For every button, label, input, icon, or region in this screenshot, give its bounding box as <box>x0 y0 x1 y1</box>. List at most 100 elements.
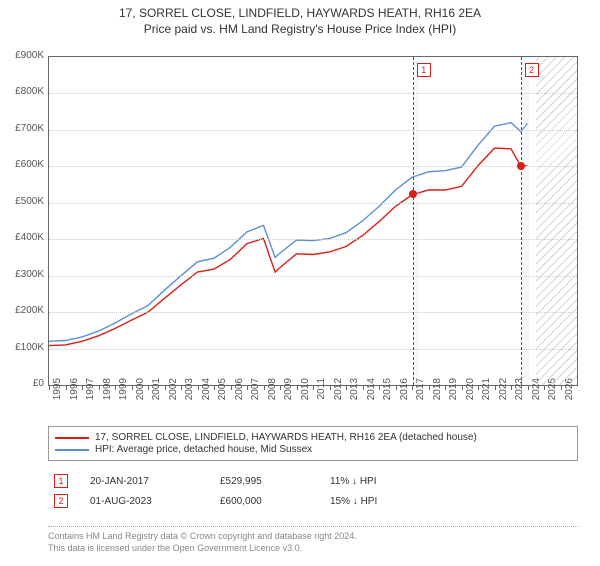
event-box: 1 <box>54 474 68 488</box>
xtick <box>346 385 347 390</box>
marker-box: 1 <box>417 63 431 77</box>
xtick <box>297 385 298 390</box>
xtick-label: 2022 <box>498 378 509 408</box>
xtick <box>313 385 314 390</box>
attribution-line1: Contains HM Land Registry data © Crown c… <box>48 531 578 543</box>
legend-label: 17, SORREL CLOSE, LINDFIELD, HAYWARDS HE… <box>95 432 477 443</box>
xtick <box>198 385 199 390</box>
attribution-line2: This data is licensed under the Open Gov… <box>48 543 578 555</box>
xtick-label: 1997 <box>85 378 96 408</box>
ytick-label: £200K <box>0 305 44 316</box>
xtick <box>280 385 281 390</box>
xtick <box>132 385 133 390</box>
gridline <box>49 349 577 350</box>
ytick-label: £700K <box>0 123 44 134</box>
ytick-label: £300K <box>0 269 44 280</box>
chart-container: 17, SORREL CLOSE, LINDFIELD, HAYWARDS HE… <box>0 6 600 566</box>
xtick <box>511 385 512 390</box>
xtick-label: 2019 <box>448 378 459 408</box>
legend-label: HPI: Average price, detached house, Mid … <box>95 444 312 455</box>
event-delta: 15% ↓ HPI <box>324 491 578 511</box>
xtick-label: 2001 <box>151 378 162 408</box>
xtick <box>528 385 529 390</box>
gridline <box>49 166 577 167</box>
event-box: 2 <box>54 494 68 508</box>
legend-row: 17, SORREL CLOSE, LINDFIELD, HAYWARDS HE… <box>55 432 571 443</box>
xtick <box>478 385 479 390</box>
xtick <box>379 385 380 390</box>
gridline <box>49 239 577 240</box>
xtick <box>412 385 413 390</box>
marker-line <box>521 57 522 385</box>
ytick-label: £0 <box>0 378 44 389</box>
xtick-label: 2002 <box>168 378 179 408</box>
xtick <box>49 385 50 390</box>
xtick <box>66 385 67 390</box>
xtick-label: 2007 <box>250 378 261 408</box>
xtick-label: 2003 <box>184 378 195 408</box>
xtick <box>495 385 496 390</box>
xtick <box>165 385 166 390</box>
xtick <box>148 385 149 390</box>
series-svg <box>49 57 577 385</box>
gridline <box>49 276 577 277</box>
series-hpi <box>49 123 528 342</box>
marker-line <box>413 57 414 385</box>
xtick <box>561 385 562 390</box>
xtick <box>181 385 182 390</box>
legend-row: HPI: Average price, detached house, Mid … <box>55 444 571 455</box>
xtick-label: 2008 <box>267 378 278 408</box>
ytick-label: £800K <box>0 86 44 97</box>
xtick-label: 2018 <box>432 378 443 408</box>
xtick <box>462 385 463 390</box>
event-row: 2 01-AUG-2023£600,00015% ↓ HPI <box>48 491 578 511</box>
ytick-label: £500K <box>0 196 44 207</box>
marker-band <box>521 57 530 385</box>
xtick <box>396 385 397 390</box>
xtick-label: 2013 <box>349 378 360 408</box>
xtick <box>429 385 430 390</box>
xtick-label: 2005 <box>217 378 228 408</box>
chart-title: 17, SORREL CLOSE, LINDFIELD, HAYWARDS HE… <box>0 6 600 20</box>
xtick <box>330 385 331 390</box>
gridline <box>49 312 577 313</box>
xtick-label: 2009 <box>283 378 294 408</box>
xtick-label: 2012 <box>333 378 344 408</box>
xtick <box>115 385 116 390</box>
xtick-label: 1999 <box>118 378 129 408</box>
gridline <box>49 203 577 204</box>
xtick-label: 2014 <box>366 378 377 408</box>
ytick-label: £900K <box>0 50 44 61</box>
xtick <box>544 385 545 390</box>
events-rows: 1 20-JAN-2017£529,99511% ↓ HPI 2 01-AUG-202… <box>48 471 578 511</box>
gridline <box>49 93 577 94</box>
xtick <box>214 385 215 390</box>
xtick <box>445 385 446 390</box>
xtick-label: 2015 <box>382 378 393 408</box>
xtick-label: 2000 <box>135 378 146 408</box>
sale-dot <box>409 190 417 198</box>
event-price: £600,000 <box>214 491 324 511</box>
plot-area: 1995199619971998199920002001200220032004… <box>48 56 578 386</box>
xtick-label: 2021 <box>481 378 492 408</box>
xtick <box>363 385 364 390</box>
ytick-label: £400K <box>0 232 44 243</box>
xtick-label: 1996 <box>69 378 80 408</box>
event-price: £529,995 <box>214 471 324 491</box>
events-table: 1 20-JAN-2017£529,99511% ↓ HPI 2 01-AUG-202… <box>48 471 578 511</box>
event-date: 20-JAN-2017 <box>84 471 214 491</box>
event-date: 01-AUG-2023 <box>84 491 214 511</box>
event-row: 1 20-JAN-2017£529,99511% ↓ HPI <box>48 471 578 491</box>
xtick-label: 2016 <box>399 378 410 408</box>
sale-dot <box>517 162 525 170</box>
attribution: Contains HM Land Registry data © Crown c… <box>48 526 578 554</box>
gridline <box>49 130 577 131</box>
xtick-label: 2010 <box>300 378 311 408</box>
event-delta: 11% ↓ HPI <box>324 471 578 491</box>
marker-box: 2 <box>525 63 539 77</box>
legend-swatch <box>55 437 89 439</box>
legend-swatch <box>55 449 89 451</box>
xtick-label: 1998 <box>102 378 113 408</box>
xtick <box>264 385 265 390</box>
xtick <box>82 385 83 390</box>
